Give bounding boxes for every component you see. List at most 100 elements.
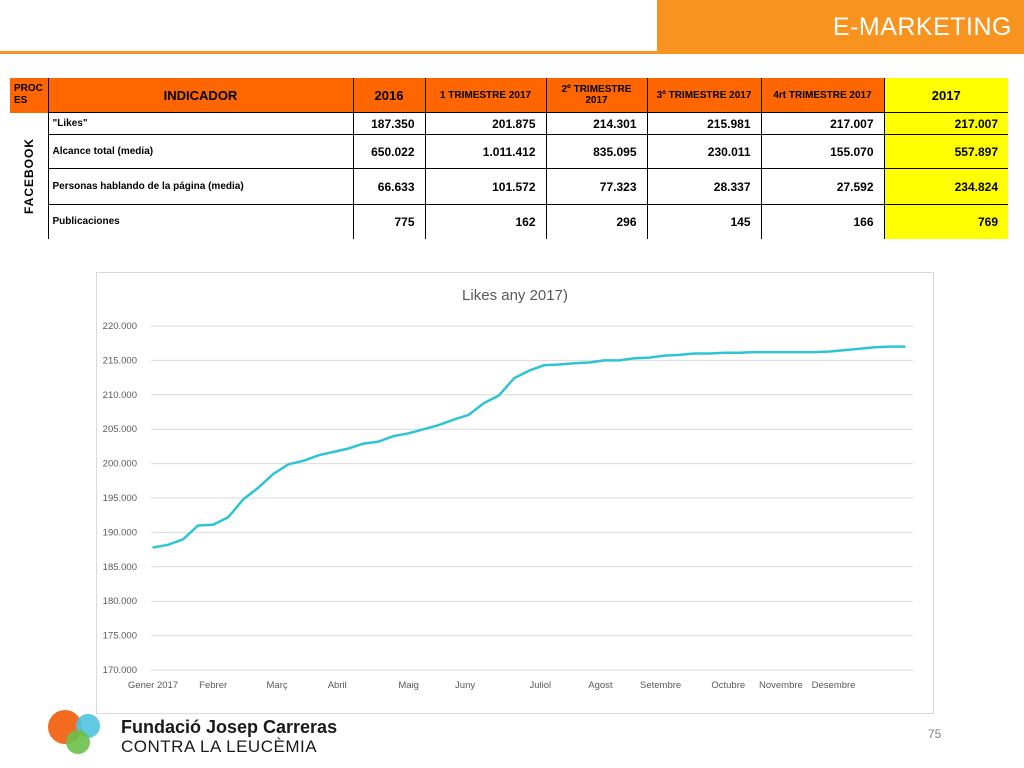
x-tick-label: Febrer bbox=[199, 680, 227, 691]
cell-2017: 234.824 bbox=[884, 168, 1008, 205]
cell-2016: 775 bbox=[353, 204, 426, 239]
header-q1: 1 TRIMESTRE 2017 bbox=[425, 78, 547, 113]
cell-q1: 1.011.412 bbox=[425, 134, 547, 169]
data-point bbox=[422, 428, 425, 430]
cell-q3: 28.337 bbox=[647, 168, 762, 205]
likes-series-line bbox=[152, 345, 905, 549]
y-tick-label: 185.000 bbox=[103, 562, 137, 573]
x-tick-label: Juny bbox=[455, 680, 475, 691]
cell-q1: 162 bbox=[425, 204, 547, 239]
data-point bbox=[573, 362, 575, 364]
cell-q4: 27.592 bbox=[761, 168, 885, 205]
x-tick-label: Novembre bbox=[759, 680, 803, 691]
data-point bbox=[663, 354, 666, 357]
cell-q2: 296 bbox=[546, 204, 648, 239]
likes-chart: Likes any 2017) 170.000 175.000 180.000 185… bbox=[96, 272, 934, 714]
data-point bbox=[287, 463, 290, 466]
x-tick-label: Juliol bbox=[529, 680, 551, 691]
table-row: Personas hablando de la página (media) 6… bbox=[10, 168, 1008, 205]
y-tick-label: 205.000 bbox=[103, 424, 137, 435]
data-point bbox=[302, 460, 305, 462]
data-point bbox=[167, 543, 169, 546]
data-point bbox=[182, 538, 184, 541]
y-tick-label: 175.000 bbox=[103, 631, 137, 642]
cell-q1: 101.572 bbox=[425, 168, 547, 205]
data-point bbox=[723, 352, 726, 354]
cell-2017: 557.897 bbox=[884, 134, 1008, 169]
header-proces: PROC ES bbox=[10, 78, 49, 113]
cell-2017: 769 bbox=[884, 204, 1008, 239]
org-name: Fundació Josep Carreras bbox=[121, 717, 338, 737]
data-point bbox=[813, 351, 816, 353]
table-header-row: PROC ES INDICADOR 2016 1 TRIMESTRE 2017 … bbox=[10, 78, 1008, 113]
data-point bbox=[753, 351, 756, 353]
x-tick-label: Desembre bbox=[812, 680, 856, 691]
y-tick-label: 195.000 bbox=[103, 493, 137, 504]
cell-q4: 217.007 bbox=[761, 112, 885, 135]
data-point bbox=[859, 347, 861, 350]
data-point bbox=[678, 354, 681, 356]
y-tick-label: 220.000 bbox=[103, 321, 137, 332]
data-point bbox=[889, 345, 891, 348]
data-point bbox=[272, 473, 275, 475]
data-point bbox=[783, 351, 786, 353]
page-number: 75 bbox=[928, 727, 942, 741]
data-point bbox=[498, 394, 500, 397]
cell-q3: 215.981 bbox=[647, 112, 762, 135]
likes-chart-svg: Likes any 2017) 170.000 175.000 180.000 185… bbox=[103, 287, 913, 691]
header-indicador: INDICADOR bbox=[48, 78, 354, 113]
x-tick-label: Agost bbox=[588, 680, 613, 691]
org-subtitle: CONTRA LA LEUCÈMIA bbox=[121, 737, 318, 756]
data-point bbox=[633, 357, 636, 360]
data-point bbox=[768, 351, 771, 353]
data-point bbox=[377, 440, 380, 443]
data-point bbox=[543, 364, 545, 367]
table-row: FACEBOOK "Likes" 187.350 201.875 214.301… bbox=[10, 112, 1008, 214]
data-point bbox=[392, 435, 395, 437]
x-tick-label: Octubre bbox=[711, 680, 745, 691]
x-tick-label: Març bbox=[267, 680, 288, 691]
data-point bbox=[693, 352, 696, 355]
header-2017: 2017 bbox=[884, 78, 1008, 113]
data-point bbox=[844, 349, 846, 351]
x-tick-label: Gener 2017 bbox=[128, 680, 178, 691]
cell-2016: 187.350 bbox=[353, 112, 426, 135]
data-point bbox=[197, 524, 199, 527]
header-rule bbox=[0, 51, 657, 54]
indicators-table: PROC ES INDICADOR 2016 1 TRIMESTRE 2017 … bbox=[10, 78, 1008, 239]
section-label: FACEBOOK bbox=[21, 137, 36, 214]
row-label: Publicaciones bbox=[47, 204, 354, 239]
title-banner: E-MARKETING bbox=[657, 0, 1024, 54]
data-point bbox=[528, 369, 530, 372]
page-title: E-MARKETING bbox=[832, 13, 1012, 41]
cell-q2: 77.323 bbox=[546, 168, 648, 205]
row-label: Alcance total (media) bbox=[47, 134, 354, 169]
data-point bbox=[242, 498, 245, 501]
cell-q1: 201.875 bbox=[425, 112, 547, 135]
y-tick-label: 190.000 bbox=[103, 527, 137, 538]
data-point bbox=[798, 351, 801, 353]
data-point bbox=[708, 352, 711, 355]
y-tick-label: 215.000 bbox=[103, 355, 137, 366]
data-point bbox=[904, 345, 906, 348]
cell-2017: 217.007 bbox=[884, 112, 1008, 135]
data-point bbox=[212, 524, 214, 526]
chart-title: Likes any 2017) bbox=[462, 287, 568, 304]
row-label: Personas hablando de la página (media) bbox=[47, 168, 354, 205]
header-q4: 4rt TRIMESTRE 2017 bbox=[761, 78, 885, 113]
data-point bbox=[407, 432, 410, 435]
y-tick-label: 170.000 bbox=[103, 665, 137, 676]
data-point bbox=[738, 352, 741, 354]
y-tick-label: 180.000 bbox=[103, 596, 137, 607]
data-point bbox=[227, 516, 229, 519]
cell-q2: 214.301 bbox=[546, 112, 648, 135]
data-point bbox=[483, 402, 485, 404]
data-point bbox=[362, 442, 365, 445]
foundation-logo bbox=[46, 708, 108, 754]
y-axis-ticks: 170.000 175.000 180.000 185.000 190.000 195.0… bbox=[103, 321, 137, 676]
header-q3: 3º TRIMESTRE 2017 bbox=[647, 78, 762, 113]
section-cell: FACEBOOK bbox=[10, 113, 48, 239]
data-point bbox=[618, 359, 621, 362]
chart-grid bbox=[151, 325, 913, 671]
x-axis-ticks: Gener 2017 Febrer Març Abril Maig Juny Juliol A… bbox=[128, 680, 856, 691]
